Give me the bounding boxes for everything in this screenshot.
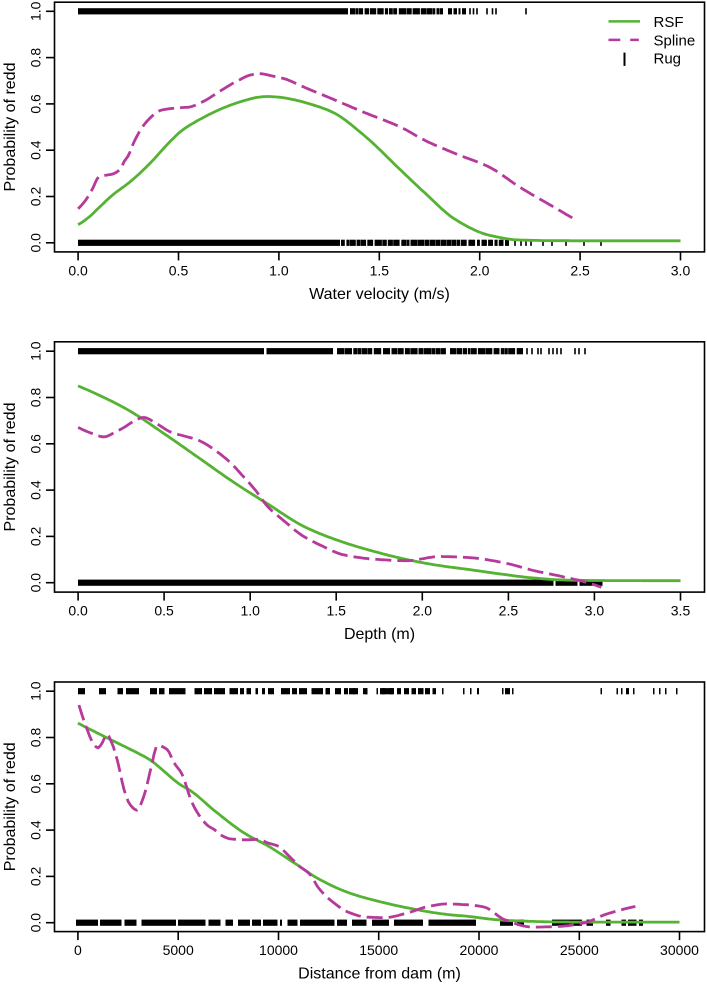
svg-text:0: 0 <box>74 942 82 958</box>
svg-text:0.4: 0.4 <box>28 140 44 160</box>
svg-text:10000: 10000 <box>259 942 298 958</box>
svg-text:0.8: 0.8 <box>28 48 44 68</box>
svg-text:0.5: 0.5 <box>169 262 189 278</box>
svg-text:Probability of redd: Probability of redd <box>2 403 19 532</box>
svg-text:2.0: 2.0 <box>470 262 490 278</box>
svg-text:0.4: 0.4 <box>28 480 44 500</box>
svg-text:3.0: 3.0 <box>585 603 605 619</box>
svg-text:Depth (m): Depth (m) <box>344 626 415 643</box>
svg-text:15000: 15000 <box>359 942 398 958</box>
svg-text:0.8: 0.8 <box>28 728 44 748</box>
svg-text:Spline: Spline <box>654 32 696 49</box>
svg-text:30000: 30000 <box>660 942 699 958</box>
svg-text:1.5: 1.5 <box>326 603 346 619</box>
svg-text:25000: 25000 <box>560 942 599 958</box>
svg-text:3.5: 3.5 <box>671 603 691 619</box>
svg-text:0.2: 0.2 <box>28 526 44 546</box>
svg-text:3.0: 3.0 <box>671 262 691 278</box>
svg-text:1.0: 1.0 <box>28 681 44 701</box>
svg-text:Rug: Rug <box>654 51 682 68</box>
svg-text:Probability of redd: Probability of redd <box>2 742 19 871</box>
svg-text:Distance from dam (m): Distance from dam (m) <box>298 966 461 983</box>
svg-text:0.0: 0.0 <box>68 603 88 619</box>
svg-text:Probability of redd: Probability of redd <box>2 63 19 192</box>
svg-text:0.5: 0.5 <box>154 603 174 619</box>
svg-text:20000: 20000 <box>460 942 499 958</box>
svg-text:2.5: 2.5 <box>499 603 519 619</box>
svg-text:1.0: 1.0 <box>269 262 289 278</box>
svg-text:0.0: 0.0 <box>28 233 44 253</box>
svg-text:1.0: 1.0 <box>28 1 44 21</box>
svg-text:1.0: 1.0 <box>240 603 260 619</box>
svg-text:0.6: 0.6 <box>28 434 44 454</box>
svg-text:5000: 5000 <box>163 942 194 958</box>
svg-text:0.0: 0.0 <box>28 913 44 933</box>
svg-text:0.0: 0.0 <box>68 262 88 278</box>
svg-text:0.6: 0.6 <box>28 774 44 794</box>
svg-text:0.0: 0.0 <box>28 573 44 593</box>
svg-text:RSF: RSF <box>654 14 684 31</box>
svg-text:0.4: 0.4 <box>28 820 44 840</box>
svg-text:2.5: 2.5 <box>570 262 590 278</box>
svg-text:0.8: 0.8 <box>28 388 44 408</box>
svg-text:2.0: 2.0 <box>413 603 433 619</box>
svg-text:0.2: 0.2 <box>28 187 44 207</box>
svg-text:0.2: 0.2 <box>28 866 44 886</box>
svg-text:Water velocity (m/s): Water velocity (m/s) <box>309 286 450 303</box>
svg-text:0.6: 0.6 <box>28 94 44 114</box>
svg-text:1.0: 1.0 <box>28 341 44 361</box>
svg-text:1.5: 1.5 <box>370 262 390 278</box>
